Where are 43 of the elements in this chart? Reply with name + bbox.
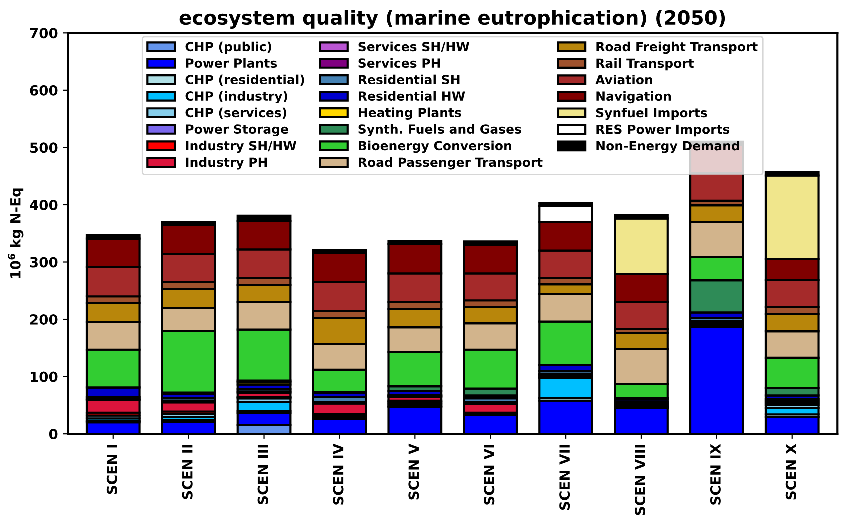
y-tick-label: 200 [30,314,58,326]
legend-label: Rail Transport [596,58,694,71]
x-tick-label: SCEN VI [484,445,495,505]
y-axis-title: 10$^{6}$ kg N-Eq [8,188,24,278]
x-tick-label: SCEN IV [333,444,344,505]
x-tick-label: SCEN VIII [635,445,646,516]
x-tick-label: SCEN V [408,444,420,500]
x-tick-label: SCEN III [258,445,268,504]
legend-label: Services PH [358,58,440,68]
legend-label: Non-Energy Demand [596,141,740,154]
legend-label: Navigation [596,91,672,104]
legend-label: Aviation [596,74,652,85]
legend-label: Residential SH [359,74,460,85]
x-tick-label: SCEN X [786,444,796,500]
legend-label: RES Power Imports [596,124,730,137]
x-tick-label: SCEN IX [710,444,721,505]
legend-label: Industry PH [186,158,268,170]
legend-label: CHP (industry) [186,91,288,104]
legend-label: CHP (residential) [186,74,304,86]
y-tick-label: 300 [30,257,58,268]
legend-label: Residential HW [359,91,466,101]
legend-label: Power Plants [186,58,278,68]
legend-label: Heating Plants [359,108,462,120]
legend-label: Industry SH/HW [186,140,297,154]
legend-label: Services SH/HW [358,42,470,53]
legend-label: Bioenergy Conversion [359,140,512,154]
legend-label: Road Freight Transport [596,42,758,54]
legend-label: Synth. Fuels and Gases [358,124,522,137]
chart-title: ecosystem quality (marine eutrophication) (2050) [180,10,726,30]
x-tick-label: SCEN VII [560,445,570,510]
legend-label: Road Passenger Transport [359,158,543,170]
y-tick-label: 0 [49,429,58,440]
y-tick-label: 100 [30,372,58,382]
y-tick-label: 400 [30,200,58,210]
y-tick-label: 700 [30,28,58,39]
y-tick-label: 500 [30,142,58,154]
x-tick-label: SCEN I [106,445,118,494]
y-tick-label: 600 [30,85,58,96]
x-tick-label: SCEN II [182,445,193,500]
legend-label: Synfuel Imports [596,108,708,120]
legend-label: CHP (public) [186,42,272,54]
legend-label: CHP (services) [186,108,286,120]
legend-label: Power Storage [186,124,288,137]
